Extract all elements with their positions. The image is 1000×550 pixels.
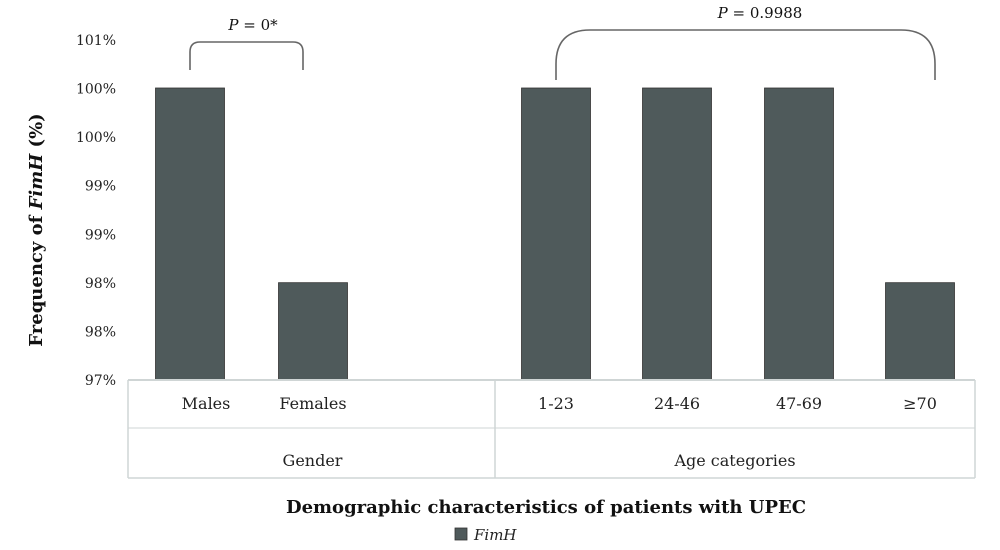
category-label: 47-69 (776, 394, 822, 413)
y-tick-label: 101% (76, 33, 116, 49)
y-axis-ticks: 97% 98% 98% 99% 99% 100% 100% 101% (76, 33, 116, 389)
y-tick-label: 98% (85, 276, 116, 292)
y-tick-label: 99% (85, 227, 116, 243)
legend: FimH (454, 526, 517, 544)
y-axis-title: Frequency of FimH (%) (26, 113, 47, 346)
legend-swatch (454, 527, 468, 541)
bar (521, 87, 591, 381)
p-value-annotation: P = 0* (227, 16, 278, 34)
y-axis-title-italic: FimH (26, 153, 47, 211)
significance-bracket (555, 29, 936, 80)
bar (278, 282, 348, 381)
p-value-annotation: P = 0.9988 (717, 4, 803, 22)
bars (155, 87, 955, 381)
category-label: ≥70 (903, 394, 937, 413)
category-label: 24-46 (654, 394, 700, 413)
significance-annotations: P = 0*P = 0.9988 (189, 4, 936, 80)
y-tick-label: 97% (85, 373, 116, 389)
bar (155, 87, 225, 381)
y-tick-label: 99% (85, 179, 116, 195)
x-axis-title: Demographic characteristics of patients … (286, 497, 806, 518)
category-axis-frame (127, 379, 976, 479)
p-label: P (717, 4, 729, 22)
category-label: 1-23 (538, 394, 574, 413)
group-label: Gender (283, 451, 343, 470)
legend-label: FimH (473, 526, 517, 544)
p-value: = 0* (238, 16, 278, 34)
significance-bracket (189, 41, 304, 70)
y-tick-label: 100% (76, 130, 116, 146)
category-label: Females (279, 394, 346, 413)
category-labels: Males Females Gender 1-23 24-46 47-69 ≥70 Age c… (182, 394, 937, 470)
y-axis-title-prefix: Frequency of (26, 209, 47, 346)
bar (885, 282, 955, 381)
group-label: Age categories (673, 451, 795, 470)
y-tick-label: 100% (76, 82, 116, 98)
p-value: = 0.9988 (728, 4, 803, 22)
y-tick-label: 98% (85, 324, 116, 340)
bar (764, 87, 834, 381)
category-label: Males (182, 394, 231, 413)
bar (642, 87, 712, 381)
p-label: P (227, 16, 239, 34)
y-axis-title-suffix: (%) (26, 113, 47, 153)
